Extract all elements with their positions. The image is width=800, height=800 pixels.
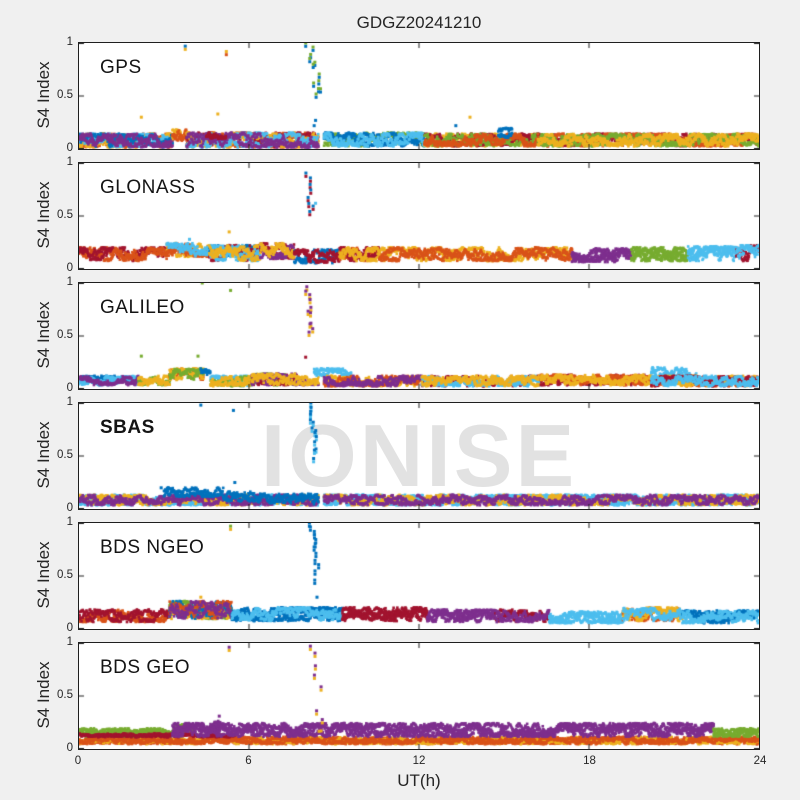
y-tick-label: 0 — [66, 622, 73, 634]
y-tick-label: 0 — [66, 142, 73, 154]
y-axis-label: S4 Index — [34, 541, 53, 609]
y-tick-label: 1 — [66, 636, 73, 648]
panel-bds-ngeo: BDS NGEO — [78, 522, 760, 630]
panel-bds-geo: BDS GEO — [78, 642, 760, 750]
x-tick-label: 0 — [74, 755, 82, 767]
x-tick-label: 24 — [753, 755, 767, 767]
scatter-canvas-bds-geo — [79, 643, 759, 749]
panel-galileo: GALILEO — [78, 282, 760, 390]
panel-label-glonass: GLONASS — [100, 177, 196, 198]
y-axis-label: S4 Index — [34, 181, 53, 249]
panel-gps: GPS — [78, 42, 760, 150]
y-tick-label: 0.5 — [57, 209, 73, 221]
panel-label-galileo: GALILEO — [100, 297, 185, 318]
y-tick-label: 0 — [66, 742, 73, 754]
x-tick-label: 6 — [245, 755, 252, 767]
y-tick-label: 0 — [66, 262, 73, 274]
y-axis-label: S4 Index — [34, 301, 53, 369]
y-tick-label: 0 — [66, 502, 73, 514]
scatter-canvas-glonass — [79, 163, 759, 269]
y-tick-label: 1 — [66, 276, 73, 288]
panel-label-bds-ngeo: BDS NGEO — [100, 537, 205, 558]
y-axis-label: S4 Index — [34, 61, 53, 129]
y-tick-label: 1 — [66, 516, 73, 528]
y-tick-label: 1 — [66, 396, 73, 408]
x-tick-label: 12 — [412, 755, 426, 767]
y-tick-label: 0.5 — [57, 89, 73, 101]
panel-label-sbas: SBAS — [100, 417, 155, 438]
y-tick-label: 0 — [66, 382, 73, 394]
y-tick-label: 0.5 — [57, 569, 73, 581]
y-axis-label: S4 Index — [34, 421, 53, 489]
y-tick-label: 1 — [66, 36, 73, 48]
scatter-canvas-galileo — [79, 283, 759, 389]
x-tick-label: 18 — [583, 755, 596, 767]
y-tick-label: 0.5 — [57, 689, 73, 701]
y-tick-label: 0.5 — [57, 329, 73, 341]
y-tick-label: 1 — [66, 156, 73, 168]
panel-sbas: IONISESBAS — [78, 402, 760, 510]
panel-label-bds-geo: BDS GEO — [100, 657, 191, 678]
scatter-canvas-gps — [79, 43, 759, 149]
panel-label-gps: GPS — [100, 57, 142, 78]
y-tick-label: 0.5 — [57, 449, 73, 461]
panel-glonass: GLONASS — [78, 162, 760, 270]
scatter-canvas-bds-ngeo — [79, 523, 759, 629]
y-axis-label: S4 Index — [34, 661, 53, 729]
scatter-canvas-sbas — [79, 403, 759, 509]
figure-title: GDGZ20241210 — [356, 13, 482, 32]
x-axis-label: UT(h) — [397, 771, 441, 790]
